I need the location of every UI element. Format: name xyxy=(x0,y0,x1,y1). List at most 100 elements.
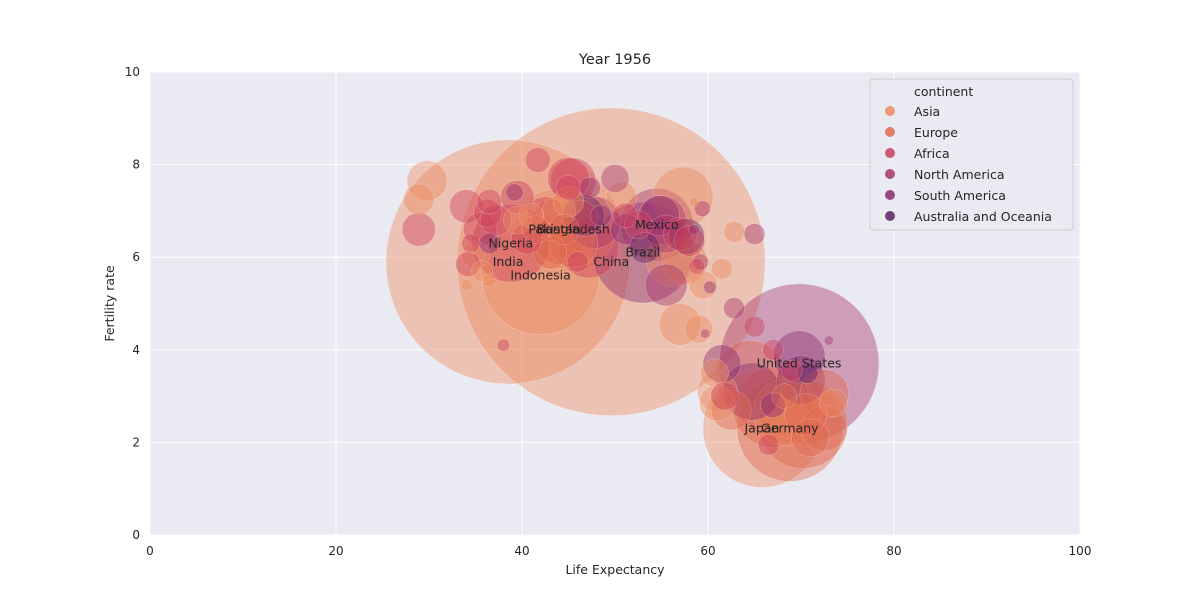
bubble-africa xyxy=(476,188,503,215)
bubble-africa xyxy=(500,180,535,214)
bubble-africa xyxy=(624,210,653,240)
bubble-south-america xyxy=(590,204,612,227)
bubble-africa xyxy=(663,217,698,251)
bubble-asia xyxy=(385,139,631,385)
y-tick-label: 0 xyxy=(132,528,140,542)
bubble-asia xyxy=(518,202,544,229)
bubble-asia xyxy=(711,258,733,280)
bubble-australia-and-oceania xyxy=(668,218,705,255)
legend-marker xyxy=(885,190,895,200)
bubble-asia xyxy=(457,107,766,416)
bubble-europe xyxy=(799,369,849,419)
bubble-asia xyxy=(530,186,616,272)
bubble-europe xyxy=(532,212,586,265)
bubble-africa xyxy=(525,147,551,173)
bubble-africa xyxy=(449,189,484,224)
bubble-south-america xyxy=(722,362,781,421)
bubble-europe xyxy=(531,198,574,242)
bubble-africa xyxy=(780,359,803,382)
country-label: Bangladesh xyxy=(537,221,610,236)
bubble-asia xyxy=(645,231,702,288)
chart-title: Year 1956 xyxy=(578,52,651,68)
country-label: Pakistan xyxy=(528,221,580,236)
y-tick-label: 10 xyxy=(125,65,140,79)
bubble-africa xyxy=(688,258,706,275)
y-axis-label: Fertility rate xyxy=(102,265,117,342)
bubble-asia xyxy=(684,314,713,344)
bubble-asia xyxy=(514,189,595,270)
bubble-africa xyxy=(510,223,543,255)
legend-entry: Australia and Oceania xyxy=(914,209,1052,224)
bubble-africa xyxy=(550,157,597,204)
bubble-africa xyxy=(558,217,620,279)
country-label: India xyxy=(493,254,524,269)
y-tick-label: 2 xyxy=(132,435,140,449)
bubble-asia xyxy=(723,220,745,243)
country-label: Germany xyxy=(761,421,819,436)
bubble-europe xyxy=(732,367,814,448)
bubble-africa xyxy=(555,175,582,201)
bubble-australia-and-oceania xyxy=(796,362,819,384)
country-label: Mexico xyxy=(635,217,679,232)
bubble-africa xyxy=(710,381,739,411)
bubble-north-america xyxy=(600,164,630,193)
legend-title: continent xyxy=(914,84,973,99)
legend-items: Asia Europe Africa North America South Ameri… xyxy=(885,104,1052,224)
bubble-south-america xyxy=(579,177,601,199)
bubble-africa xyxy=(561,199,598,236)
bubble-australia-and-oceania xyxy=(562,194,605,237)
legend-entry: Europe xyxy=(914,125,958,140)
bubble-asia xyxy=(406,160,448,202)
bubble-north-america xyxy=(700,328,711,339)
bubble-asia xyxy=(689,196,699,207)
bubble-europe xyxy=(791,418,830,457)
bubble-europe xyxy=(771,383,797,409)
bubble-africa xyxy=(547,157,590,200)
x-tick-label: 60 xyxy=(700,544,715,558)
bubble-asia xyxy=(661,238,708,285)
bubble-north-america xyxy=(568,196,621,249)
bubble-africa xyxy=(496,338,510,352)
bubble-north-america xyxy=(823,335,834,346)
bubble-north-america xyxy=(743,223,766,245)
bubble-africa xyxy=(461,233,481,253)
country-label: China xyxy=(593,254,629,269)
bubble-north-america xyxy=(723,297,745,319)
bubble-north-america xyxy=(620,188,694,262)
bubble-asia xyxy=(753,378,822,447)
bubble-asia xyxy=(658,303,702,346)
country-label: Japan xyxy=(744,421,780,436)
bubble-africa xyxy=(401,212,436,247)
x-tick-label: 100 xyxy=(1069,544,1092,558)
bubble-south-america xyxy=(639,195,680,236)
legend-entry: Africa xyxy=(914,146,950,161)
bubble-africa xyxy=(612,202,638,229)
bubble-north-america xyxy=(646,214,686,254)
bubble-africa xyxy=(480,204,512,236)
bubble-north-america xyxy=(644,263,688,307)
bubble-europe xyxy=(521,215,551,244)
country-label: Nigeria xyxy=(488,235,533,250)
bubble-asia xyxy=(819,388,848,418)
x-tick-label: 20 xyxy=(328,544,343,558)
legend-marker xyxy=(885,106,895,116)
bubble-north-america xyxy=(636,195,687,245)
bubble-europe xyxy=(548,218,598,269)
legend-entry: North America xyxy=(914,167,1005,182)
bubble-africa xyxy=(567,251,589,273)
country-label: United States xyxy=(757,356,842,371)
x-tick-label: 80 xyxy=(886,544,901,558)
bubble-south-america xyxy=(776,355,826,405)
bubble-asia xyxy=(503,205,532,235)
legend-marker xyxy=(885,169,895,179)
legend-entry: Asia xyxy=(914,104,940,119)
bubble-asia xyxy=(689,270,718,300)
bubble-south-america xyxy=(760,392,786,419)
bubble-asia xyxy=(481,216,600,335)
bubble-asia xyxy=(403,183,435,215)
bubble-europe xyxy=(548,213,580,246)
bubbles xyxy=(385,107,880,488)
bubble-asia xyxy=(482,273,497,288)
